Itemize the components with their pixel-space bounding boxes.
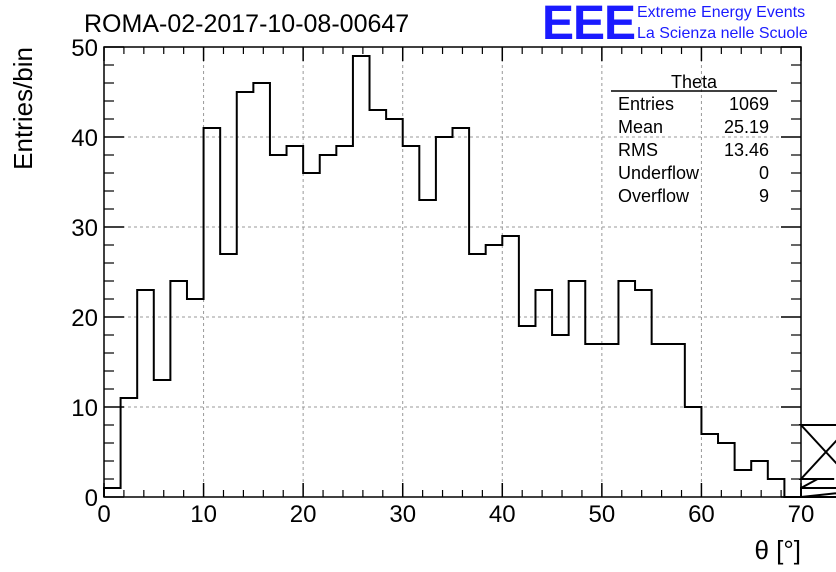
stats-value: 0 [759,163,769,183]
x-tick-label: 30 [389,501,416,528]
stats-label: Entries [618,94,674,114]
stats-value: 9 [759,186,769,206]
y-tick-label: 0 [85,485,98,512]
stats-label: Overflow [618,186,690,206]
y-tick-label: 10 [71,395,98,422]
y-tick-label: 30 [71,215,98,242]
stats-value: 25.19 [724,117,769,137]
x-tick-label: 70 [788,501,815,528]
stats-label: Mean [618,117,663,137]
x-tick-label: 40 [489,501,516,528]
logo-line-2: La Scienza nelle Scuole [637,25,808,42]
stats-value: 13.46 [724,140,769,160]
stats-label: Underflow [618,163,700,183]
plot-frame [103,46,802,498]
eee-logo: EEE [542,0,636,50]
logo-line-1: Extreme Energy Events [637,4,806,21]
y-tick-label: 40 [71,125,98,152]
x-tick-label: 10 [190,501,217,528]
y-tick-label: 20 [71,305,98,332]
x-tick-label: 50 [589,501,616,528]
histogram-series [103,55,836,498]
x-tick-label: 0 [97,501,110,528]
y-tick-label: 50 [71,35,98,62]
x-tick-label: 60 [688,501,715,528]
y-axis-label: Entries/bin [8,47,38,170]
stats-label: RMS [618,140,658,160]
x-tick-label: 20 [290,501,317,528]
stats-title: Theta [671,72,718,92]
x-axis-label: θ [°] [754,535,801,565]
run-title: ROMA-02-2017-10-08-00647 [84,10,410,38]
stats-value: 1069 [729,94,769,114]
